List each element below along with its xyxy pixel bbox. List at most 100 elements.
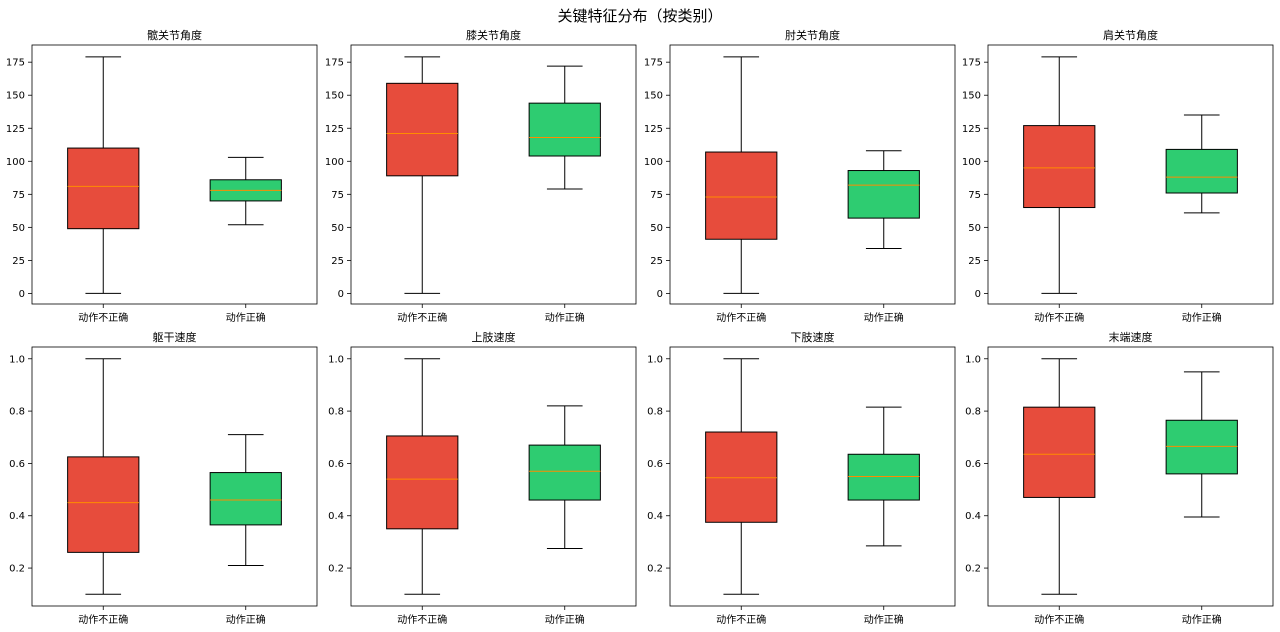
y-tick-label: 125 bbox=[644, 124, 663, 135]
x-tick-label: 动作不正确 bbox=[397, 613, 447, 626]
y-tick-label: 50 bbox=[650, 223, 663, 234]
subplot-title: 下肢速度 bbox=[791, 330, 835, 344]
subplot-2: 膝关节角度 0 25 50 75 100 125 150 175 动作不正确 动作正确 bbox=[325, 28, 637, 324]
y-tick-label: 0.4 bbox=[965, 511, 981, 522]
iqr-box bbox=[386, 82, 459, 177]
y-tick-label: 175 bbox=[325, 58, 344, 69]
y-tick-label: 100 bbox=[962, 157, 981, 168]
y-tick-label: 25 bbox=[331, 256, 344, 267]
y-tick-label: 150 bbox=[962, 91, 981, 102]
box-correct bbox=[847, 406, 920, 547]
y-tick-label: 0.2 bbox=[647, 564, 663, 575]
plot-frame bbox=[987, 346, 1274, 607]
plot-frame bbox=[350, 346, 637, 607]
y-tick-label: 50 bbox=[331, 223, 344, 234]
x-tick-label: 动作不正确 bbox=[1034, 311, 1084, 324]
y-tick-label: 100 bbox=[644, 157, 663, 168]
y-tick-label: 75 bbox=[331, 190, 344, 201]
y-tick-label: 0.8 bbox=[965, 407, 981, 418]
box-correct bbox=[528, 65, 601, 190]
y-tick-label: 0.2 bbox=[9, 564, 25, 575]
box-incorrect bbox=[386, 358, 459, 595]
x-tick-label: 动作不正确 bbox=[78, 613, 128, 626]
iqr-box bbox=[705, 431, 778, 523]
y-tick-label: 0.8 bbox=[328, 407, 344, 418]
subplot-title: 上肢速度 bbox=[472, 330, 516, 344]
box-incorrect bbox=[705, 56, 778, 294]
x-tick-label: 动作正确 bbox=[1182, 311, 1222, 324]
plot-frame bbox=[669, 44, 956, 305]
y-tick-label: 1.0 bbox=[9, 354, 25, 365]
y-tick-label: 0.6 bbox=[965, 459, 981, 470]
subplot-title: 膝关节角度 bbox=[466, 28, 521, 42]
y-tick-label: 25 bbox=[968, 256, 981, 267]
x-tick-label: 动作正确 bbox=[864, 613, 904, 626]
box-incorrect bbox=[67, 56, 140, 294]
y-tick-label: 0.4 bbox=[647, 511, 663, 522]
y-tick-label: 150 bbox=[6, 91, 25, 102]
box-correct bbox=[1165, 371, 1238, 518]
y-tick-label: 50 bbox=[12, 223, 25, 234]
y-tick-label: 0.6 bbox=[9, 459, 25, 470]
y-tick-label: 25 bbox=[12, 256, 25, 267]
y-tick-label: 0.6 bbox=[328, 459, 344, 470]
iqr-box bbox=[1165, 419, 1238, 475]
y-tick-label: 0.4 bbox=[9, 511, 25, 522]
plot-frame bbox=[350, 44, 637, 305]
x-tick-label: 动作正确 bbox=[226, 311, 266, 324]
plot-frame bbox=[669, 346, 956, 607]
x-tick-label: 动作不正确 bbox=[1034, 613, 1084, 626]
x-tick-label: 动作不正确 bbox=[716, 311, 766, 324]
y-tick-label: 75 bbox=[12, 190, 25, 201]
box-correct bbox=[209, 434, 282, 566]
x-tick-label: 动作不正确 bbox=[716, 613, 766, 626]
y-tick-label: 0.2 bbox=[328, 564, 344, 575]
y-tick-label: 150 bbox=[325, 91, 344, 102]
y-tick-label: 0.8 bbox=[9, 407, 25, 418]
iqr-box bbox=[1023, 406, 1096, 498]
x-tick-label: 动作正确 bbox=[226, 613, 266, 626]
y-tick-label: 0 bbox=[657, 289, 663, 300]
iqr-box bbox=[705, 151, 778, 240]
y-tick-label: 175 bbox=[644, 58, 663, 69]
figure-title: 关键特征分布（按类别） bbox=[557, 7, 722, 25]
subplot-7: 下肢速度 0.2 0.4 0.6 0.8 1.0 动作不正确 动作正确 bbox=[647, 330, 956, 626]
iqr-box bbox=[386, 435, 459, 530]
box-correct bbox=[847, 150, 920, 249]
y-tick-label: 0.4 bbox=[328, 511, 344, 522]
iqr-box bbox=[67, 456, 140, 553]
y-tick-label: 100 bbox=[325, 157, 344, 168]
box-correct bbox=[528, 405, 601, 549]
subplot-title: 肩关节角度 bbox=[1103, 28, 1158, 42]
box-incorrect bbox=[705, 358, 778, 595]
box-correct bbox=[209, 156, 282, 226]
y-tick-label: 0 bbox=[19, 289, 25, 300]
y-tick-label: 150 bbox=[644, 91, 663, 102]
subplot-3: 肘关节角度 0 25 50 75 100 125 150 175 动作不正确 动作正确 bbox=[644, 28, 956, 324]
y-tick-label: 0 bbox=[338, 289, 344, 300]
y-tick-label: 50 bbox=[968, 223, 981, 234]
subplot-title: 末端速度 bbox=[1109, 330, 1153, 344]
y-tick-label: 175 bbox=[962, 58, 981, 69]
y-tick-label: 175 bbox=[6, 58, 25, 69]
box-incorrect bbox=[1023, 56, 1096, 294]
x-tick-label: 动作正确 bbox=[545, 311, 585, 324]
y-tick-label: 1.0 bbox=[647, 354, 663, 365]
y-tick-label: 75 bbox=[650, 190, 663, 201]
y-tick-label: 0.2 bbox=[965, 564, 981, 575]
subplot-title: 髋关节角度 bbox=[147, 28, 202, 42]
subplot-5: 躯干速度 0.2 0.4 0.6 0.8 1.0 动作不正确 动作正确 bbox=[9, 330, 318, 626]
y-tick-label: 100 bbox=[6, 157, 25, 168]
iqr-box bbox=[1165, 148, 1238, 194]
iqr-box bbox=[528, 444, 601, 501]
box-incorrect bbox=[386, 56, 459, 294]
iqr-box bbox=[847, 453, 920, 501]
iqr-box bbox=[67, 147, 140, 230]
box-incorrect bbox=[1023, 358, 1096, 595]
y-tick-label: 1.0 bbox=[328, 354, 344, 365]
subplot-title: 肘关节角度 bbox=[785, 28, 840, 42]
box-incorrect bbox=[67, 358, 140, 595]
plot-frame bbox=[31, 346, 318, 607]
subplot-title: 躯干速度 bbox=[153, 330, 197, 344]
x-tick-label: 动作正确 bbox=[864, 311, 904, 324]
